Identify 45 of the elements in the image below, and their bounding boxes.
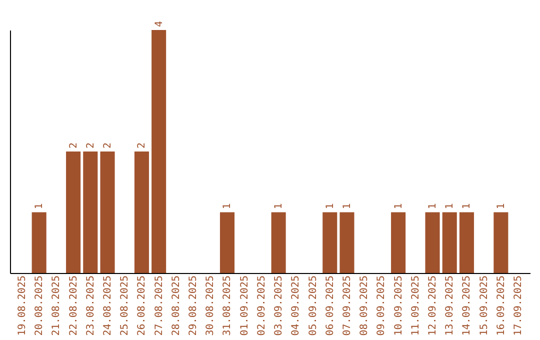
x-tick-label: 04.09.2025: [290, 276, 302, 336]
data-label: 2: [102, 142, 114, 148]
x-tick-label: 19.08.2025: [16, 276, 28, 336]
data-label: 4: [154, 20, 165, 27]
x-tick-label: 05.09.2025: [308, 276, 319, 336]
x-tick-label: 28.08.2025: [170, 276, 182, 336]
data-label: 1: [274, 203, 285, 210]
x-tick-label: 12.09.2025: [428, 276, 438, 336]
data-label: 1: [34, 203, 46, 210]
data-label: 1: [393, 203, 404, 210]
x-tick-label: 07.09.2025: [342, 276, 353, 336]
data-label: 1: [428, 203, 438, 210]
x-tick-label: 03.09.2025: [274, 276, 285, 336]
x-tick-label: 08.09.2025: [359, 276, 370, 336]
x-tick-label: 21.08.2025: [51, 276, 62, 336]
data-label: 1: [496, 203, 507, 210]
data-label: 1: [462, 203, 473, 210]
x-tick-label: 23.08.2025: [85, 276, 96, 336]
x-tick-label: 24.08.2025: [102, 276, 114, 336]
x-tick-label: 10.09.2025: [393, 276, 404, 336]
x-tick-label: 17.09.2025: [513, 276, 524, 336]
data-label: 2: [136, 142, 148, 148]
x-tick-label: 11.09.2025: [410, 276, 422, 336]
x-tick-label: 02.09.2025: [256, 276, 268, 336]
x-tick-label: 29.08.2025: [188, 276, 200, 336]
x-tick-label: 30.08.2025: [205, 276, 216, 336]
x-tick-label: 01.09.2025: [239, 276, 250, 336]
x-tick-label: 09.09.2025: [376, 276, 388, 336]
x-tick-label: 16.09.2025: [496, 276, 507, 336]
x-tick-label: 15.09.2025: [478, 276, 490, 336]
x-tick-label: 22.08.2025: [68, 276, 80, 336]
data-label: 1: [444, 203, 456, 210]
x-tick-label: 25.08.2025: [120, 276, 131, 336]
data-label: 1: [222, 203, 234, 210]
x-tick-label: 06.09.2025: [324, 276, 336, 336]
x-tick-label: 31.08.2025: [222, 276, 234, 336]
x-tick-label: 13.09.2025: [444, 276, 456, 336]
x-tick-label: 14.09.2025: [462, 276, 473, 336]
x-tick-label: 27.08.2025: [154, 276, 165, 336]
data-label: 1: [324, 203, 336, 210]
data-label: 2: [85, 142, 96, 148]
data-label: 1: [342, 203, 353, 210]
x-tick-label: 20.08.2025: [34, 276, 46, 336]
x-tick-label: 26.08.2025: [136, 276, 148, 336]
data-label: 2: [68, 142, 80, 148]
